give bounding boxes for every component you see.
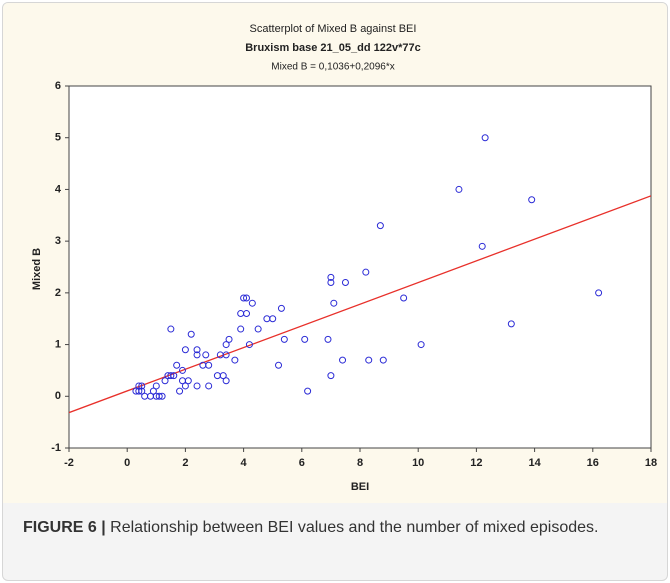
point xyxy=(173,361,181,369)
point xyxy=(365,356,373,364)
point xyxy=(205,382,213,390)
x-axis-label: BEI xyxy=(351,481,369,493)
caption-text: Relationship between BEI values and the … xyxy=(110,519,599,536)
point xyxy=(167,372,175,380)
x-tick-label: 6 xyxy=(299,457,305,469)
point xyxy=(237,325,245,333)
y-tick-label: -1 xyxy=(51,442,61,454)
point xyxy=(225,335,233,343)
point xyxy=(240,294,248,302)
point xyxy=(158,392,166,400)
y-tick-label: 6 xyxy=(55,80,61,92)
chart: Scatterplot of Mixed B against BEI Bruxi… xyxy=(3,3,667,503)
point xyxy=(193,346,201,354)
point xyxy=(275,361,283,369)
point xyxy=(362,268,370,276)
y-tick-label: 5 xyxy=(55,132,61,144)
point xyxy=(379,356,387,364)
point xyxy=(167,325,175,333)
point xyxy=(245,341,253,349)
point xyxy=(193,382,201,390)
point xyxy=(324,335,332,343)
point xyxy=(376,222,384,230)
point xyxy=(152,382,160,390)
caption: FIGURE 6 | Relationship between BEI valu… xyxy=(23,515,643,541)
point xyxy=(178,366,186,374)
x-tick-label: 14 xyxy=(528,457,541,469)
point xyxy=(280,335,288,343)
point xyxy=(135,387,143,395)
point xyxy=(138,382,146,390)
x-tick-label: -2 xyxy=(64,457,74,469)
point xyxy=(184,377,192,385)
equation: Mixed B = 0,1036+0,2096*x xyxy=(271,62,394,73)
point xyxy=(243,294,251,302)
point xyxy=(339,356,347,364)
point xyxy=(222,341,230,349)
point xyxy=(400,294,408,302)
point xyxy=(222,377,230,385)
x-tick-label: 10 xyxy=(412,457,424,469)
y-tick-label: 3 xyxy=(55,235,61,247)
caption-label: FIGURE 6 | xyxy=(23,519,106,536)
trendline xyxy=(69,195,651,414)
point xyxy=(155,392,163,400)
x-tick-label: 12 xyxy=(470,457,482,469)
point xyxy=(528,196,536,204)
point xyxy=(149,387,157,395)
point xyxy=(254,325,262,333)
point xyxy=(170,372,178,380)
x-tick-label: 8 xyxy=(357,457,363,469)
y-axis-label: Mixed B xyxy=(31,248,43,290)
y-tick-label: 0 xyxy=(55,390,61,402)
point xyxy=(161,377,169,385)
chart-subtitle: Bruxism base 21_05_dd 122v*77c xyxy=(245,42,421,54)
point xyxy=(327,279,335,287)
point xyxy=(193,351,201,359)
point xyxy=(269,315,277,323)
point xyxy=(243,310,251,318)
point xyxy=(330,299,338,307)
x-tick-label: 0 xyxy=(124,457,130,469)
y-tick-label: 1 xyxy=(55,338,61,350)
point xyxy=(138,387,146,395)
point xyxy=(248,299,256,307)
point xyxy=(176,387,184,395)
point xyxy=(219,372,227,380)
point xyxy=(222,351,230,359)
point xyxy=(507,320,515,328)
y-tick-label: 2 xyxy=(55,287,61,299)
point xyxy=(481,134,489,142)
point xyxy=(478,242,486,250)
point xyxy=(301,335,309,343)
point xyxy=(277,304,285,312)
point xyxy=(327,372,335,380)
x-tick-label: 16 xyxy=(587,457,599,469)
point xyxy=(181,382,189,390)
point xyxy=(595,289,603,297)
point xyxy=(187,330,195,338)
point xyxy=(135,382,143,390)
point xyxy=(327,273,335,281)
chart-title: Scatterplot of Mixed B against BEI xyxy=(250,23,417,35)
x-tick-label: 18 xyxy=(645,457,657,469)
point xyxy=(341,279,349,287)
point xyxy=(304,387,312,395)
x-tick-label: 2 xyxy=(182,457,188,469)
x-tick-label: 4 xyxy=(241,457,248,469)
point xyxy=(202,351,210,359)
point xyxy=(417,341,425,349)
point xyxy=(231,356,239,364)
plot-area xyxy=(68,85,652,449)
y-tick-label: 4 xyxy=(55,183,62,195)
point xyxy=(455,185,463,193)
point xyxy=(205,361,213,369)
point xyxy=(181,346,189,354)
